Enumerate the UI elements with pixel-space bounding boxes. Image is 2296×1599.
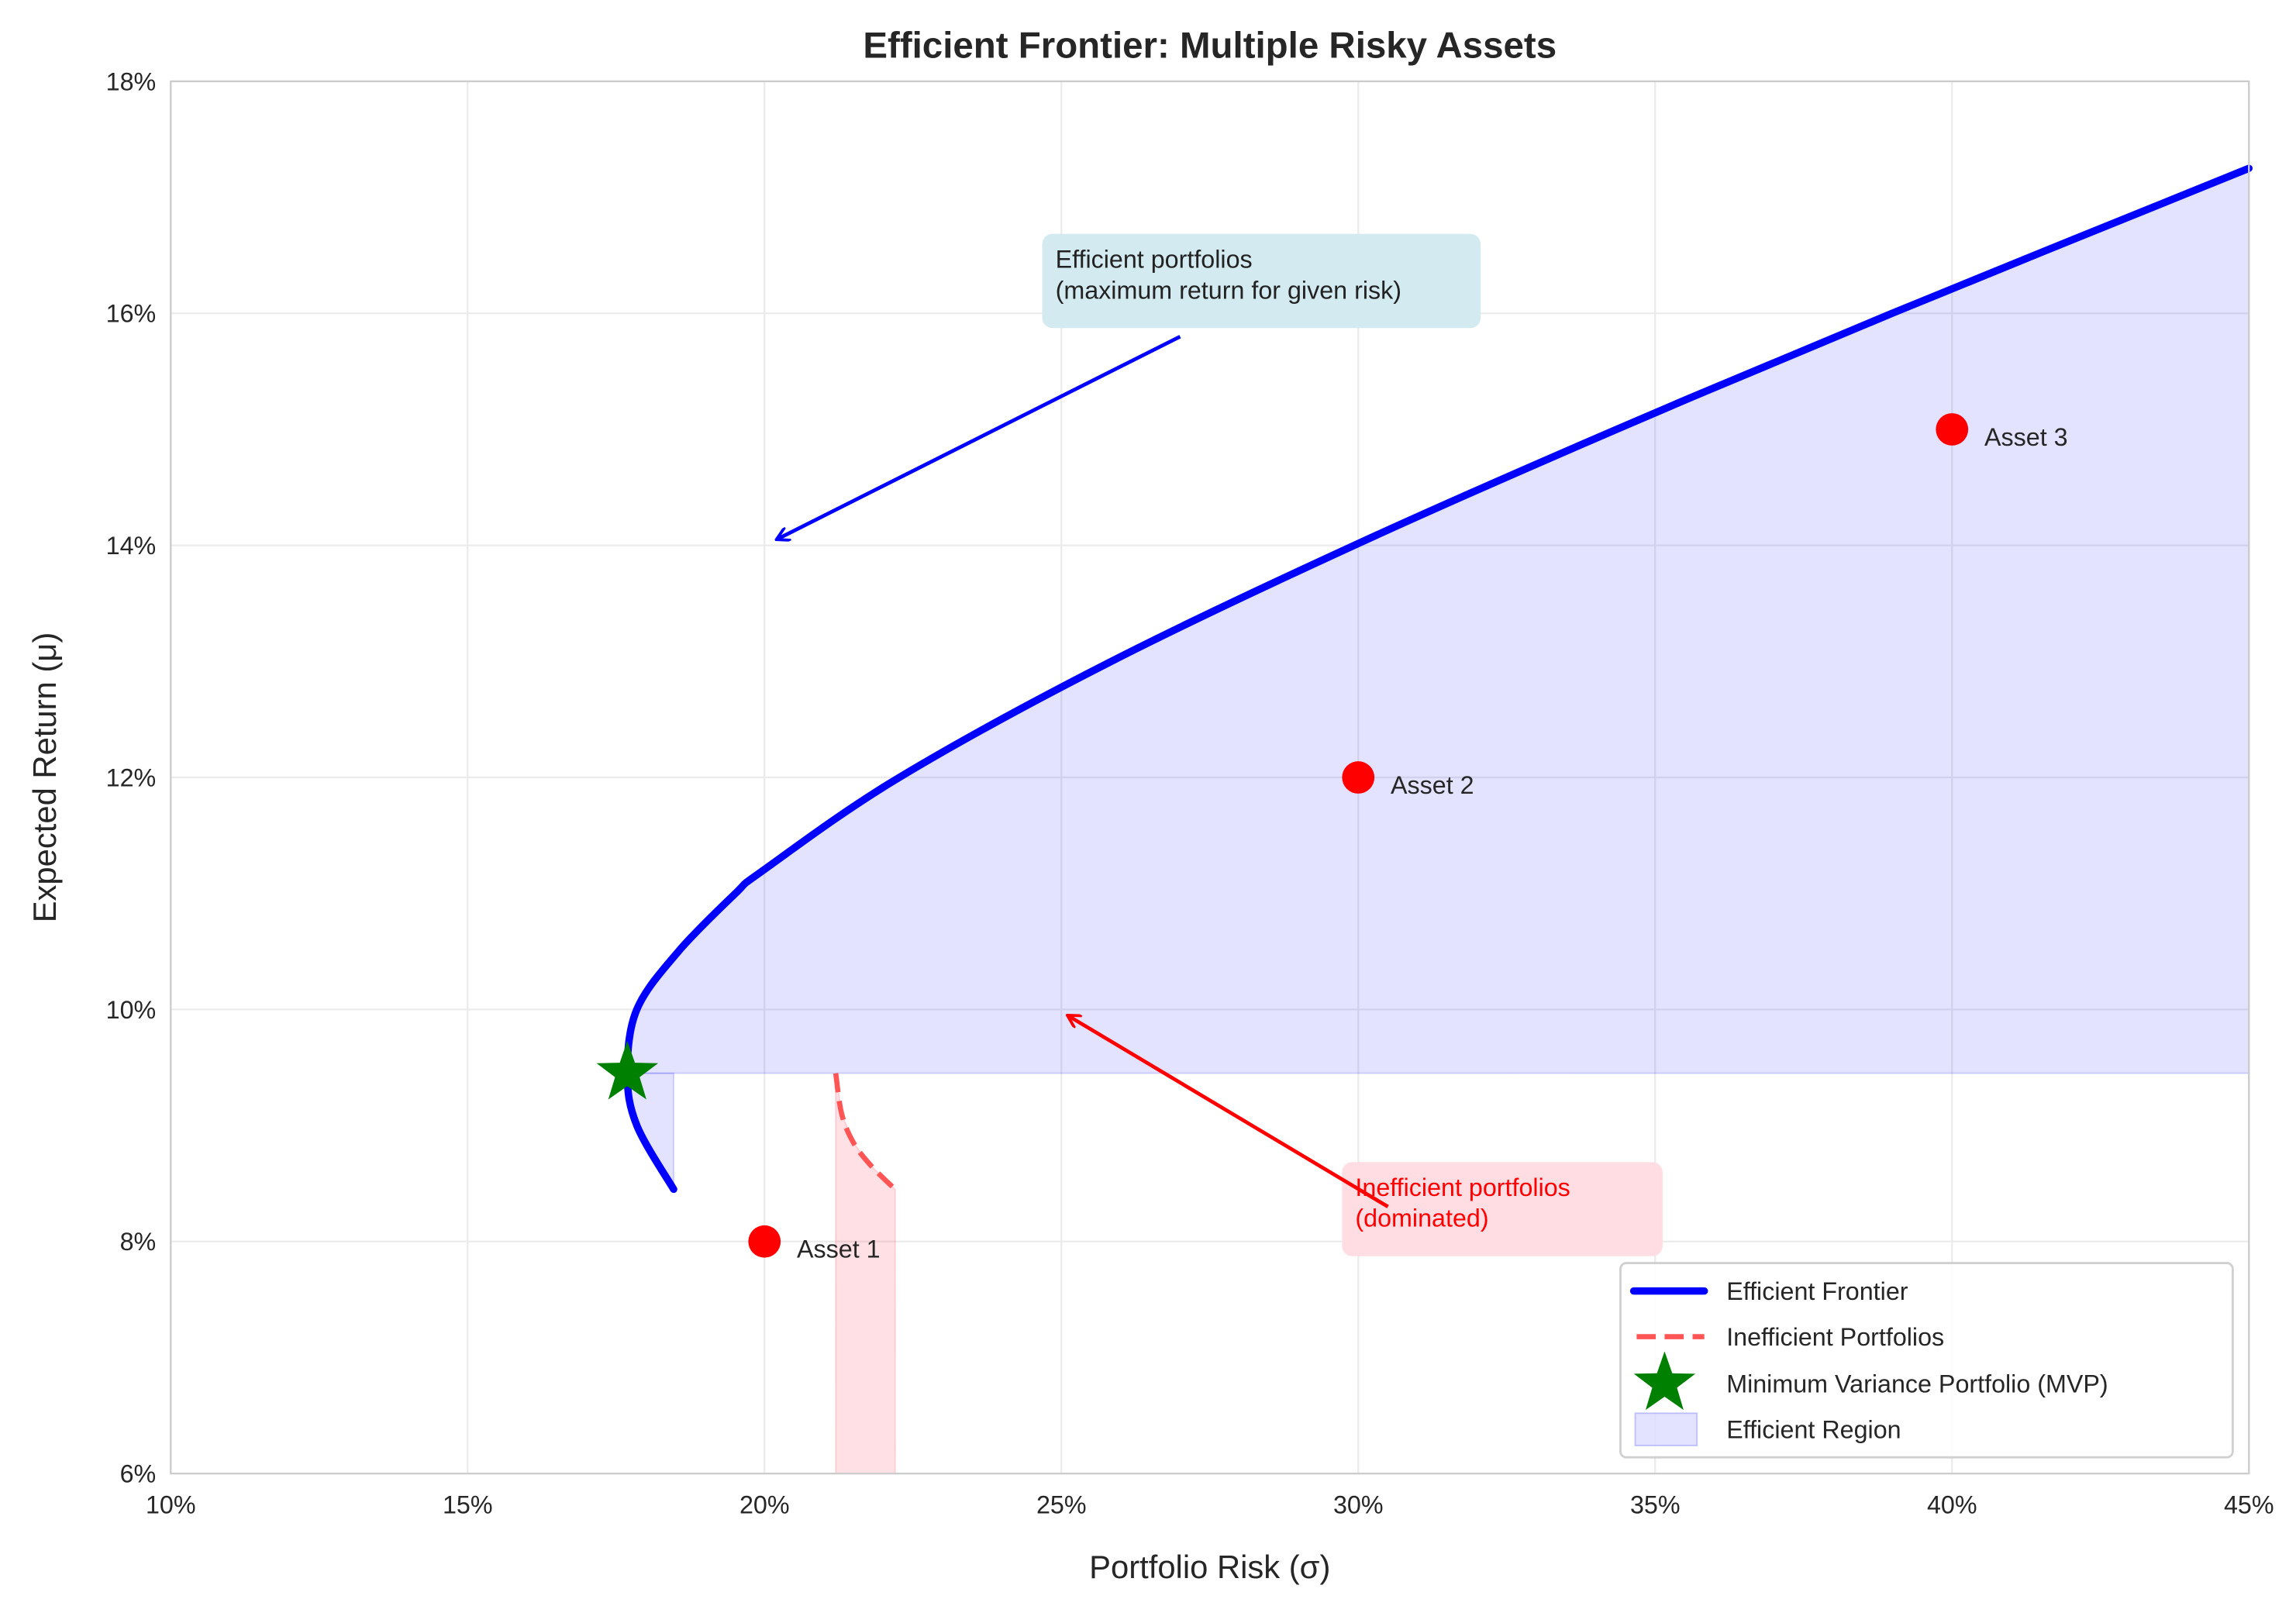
annotation-text: Inefficient portfolios: [1355, 1173, 1570, 1201]
asset-point: [748, 1225, 781, 1258]
y-tick-label: 14%: [106, 532, 157, 560]
y-axis-label: Expected Return (μ): [26, 632, 63, 923]
series-lines: [623, 164, 2253, 1194]
y-tick-label: 10%: [106, 996, 157, 1024]
legend-swatch-efficient-region: [1634, 1412, 1698, 1446]
legend-label: Minimum Variance Portfolio (MVP): [1726, 1370, 2108, 1398]
asset-point: [1342, 761, 1375, 794]
asset-point: [1936, 413, 1969, 446]
annotation-text: Efficient portfolios: [1056, 245, 1253, 273]
annotation-box: [1342, 1162, 1663, 1256]
annotation-arrow: [1067, 1013, 1389, 1208]
points: Asset 1 Asset 2 Asset 3: [596, 413, 2068, 1263]
legend-label: Efficient Region: [1726, 1416, 1901, 1444]
asset-label: Asset 1: [797, 1235, 881, 1263]
annotation-box: [1042, 233, 1481, 329]
asset-label: Asset 3: [1984, 423, 2068, 451]
x-tick-label: 45%: [2224, 1490, 2274, 1518]
x-axis-label: Portfolio Risk (σ): [1089, 1549, 1330, 1585]
x-tick-label: 30%: [1333, 1490, 1384, 1518]
x-tick-label: 40%: [1927, 1490, 1977, 1518]
x-tick-label: 25%: [1036, 1490, 1087, 1518]
legend-swatch-mvp-star: [1633, 1351, 1696, 1411]
chart-title: Efficient Frontier: Multiple Risky Asset…: [863, 26, 1557, 67]
y-tick-label: 6%: [120, 1460, 157, 1488]
x-tick-label: 20%: [739, 1490, 790, 1518]
asset-label: Asset 2: [1391, 771, 1474, 799]
mvp-star-marker: [596, 1040, 659, 1100]
plot-frame: [170, 80, 2250, 1475]
legend: Efficient Frontier Inefficient Portfolios…: [1619, 1262, 2234, 1459]
efficient-frontier-line: [623, 164, 2253, 1194]
x-tick-label: 35%: [1630, 1490, 1681, 1518]
annotation-text: (maximum return for given risk): [1056, 276, 1401, 304]
legend-box: [1619, 1262, 2234, 1459]
y-tick-label: 18%: [106, 67, 157, 95]
x-tick-label: 15%: [443, 1490, 493, 1518]
y-tick-label: 8%: [120, 1228, 157, 1256]
x-tick-label: 10%: [146, 1490, 196, 1518]
legend-label: Efficient Frontier: [1726, 1277, 1908, 1305]
inefficient-portfolios-line: [833, 1073, 898, 1191]
annotation-arrow: [777, 335, 1181, 539]
annotation-text: (dominated): [1355, 1204, 1488, 1232]
y-tick-label: 16%: [106, 300, 157, 328]
legend-label: Inefficient Portfolios: [1726, 1323, 1944, 1351]
annotations: Efficient portfolios (maximum return for …: [777, 233, 1663, 1256]
y-tick-label: 12%: [106, 763, 157, 791]
tick-labels: 10% 15% 20% 25% 30% 35% 40% 45% 6% 8% 10% 12% 14% 16%…: [106, 67, 2274, 1518]
